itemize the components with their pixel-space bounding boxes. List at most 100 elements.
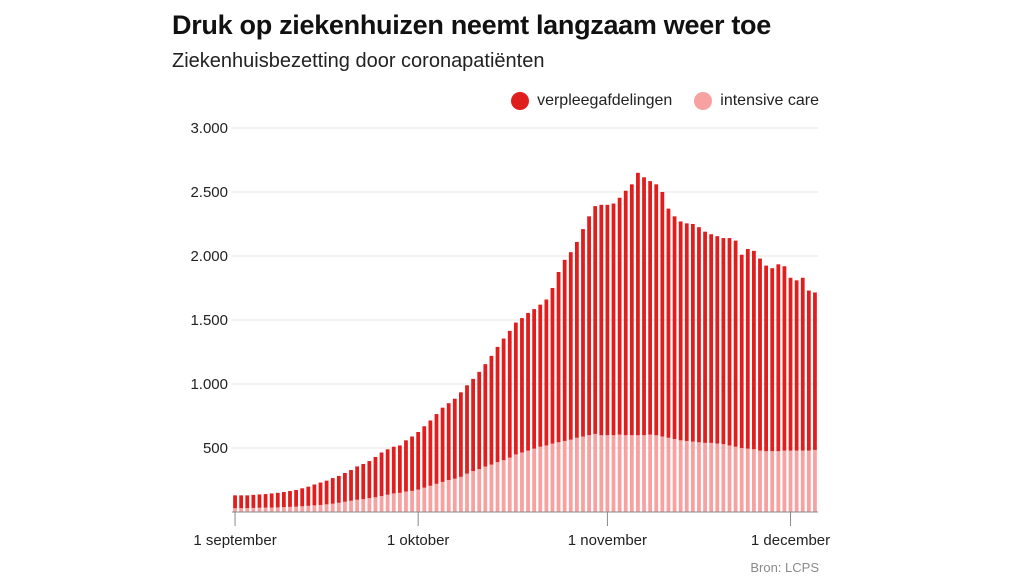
bar-intensive-care <box>520 452 524 512</box>
bar-intensive-care <box>379 496 384 512</box>
bar-intensive-care <box>709 442 714 512</box>
bar-intensive-care <box>666 437 671 512</box>
bar-intensive-care <box>581 436 585 512</box>
bar-intensive-care <box>281 507 286 512</box>
bar-verpleegafdelingen <box>379 452 384 496</box>
bar-intensive-care <box>385 494 390 512</box>
bar-intensive-care <box>349 500 353 512</box>
bar-intensive-care <box>648 434 653 512</box>
bar-verpleegafdelingen <box>794 280 799 451</box>
bar-intensive-care <box>471 471 475 512</box>
bar-intensive-care <box>269 507 274 512</box>
bar-verpleegafdelingen <box>727 238 732 446</box>
bar-intensive-care <box>562 440 567 512</box>
bar-intensive-care <box>568 439 573 512</box>
source-note: Bron: LCPS <box>750 560 819 575</box>
bar-verpleegafdelingen <box>581 229 585 437</box>
legend-label-intensive-care: intensive care <box>720 92 819 109</box>
bar-intensive-care <box>733 446 738 512</box>
bar-intensive-care <box>806 450 811 512</box>
bar-intensive-care <box>617 434 622 512</box>
bar-intensive-care <box>477 469 482 512</box>
bar-verpleegafdelingen <box>257 494 262 508</box>
bar-intensive-care <box>532 448 537 512</box>
bar-intensive-care <box>446 480 451 512</box>
bar-verpleegafdelingen <box>629 184 634 436</box>
bar-verpleegafdelingen <box>709 234 714 443</box>
bar-verpleegafdelingen <box>385 449 390 495</box>
bar-intensive-care <box>721 444 726 512</box>
bar-intensive-care <box>459 476 463 512</box>
bar-intensive-care <box>300 506 305 512</box>
bar-intensive-care <box>538 446 543 512</box>
bar-verpleegafdelingen <box>483 364 488 467</box>
bar-verpleegafdelingen <box>556 272 561 443</box>
bar-verpleegafdelingen <box>636 172 640 436</box>
bar-verpleegafdelingen <box>715 236 720 444</box>
x-tick-label: 1 september <box>193 532 276 549</box>
bar-verpleegafdelingen <box>312 484 317 506</box>
bar-verpleegafdelingen <box>495 346 500 463</box>
bar-verpleegafdelingen <box>526 312 530 451</box>
bar-intensive-care <box>752 449 756 512</box>
bar-intensive-care <box>263 507 268 512</box>
bar-intensive-care <box>422 487 427 512</box>
bar-verpleegafdelingen <box>721 238 726 445</box>
bar-verpleegafdelingen <box>349 470 353 501</box>
bar-intensive-care <box>440 481 445 512</box>
bar-intensive-care <box>550 443 555 512</box>
bar-verpleegafdelingen <box>568 252 573 440</box>
bar-intensive-care <box>660 436 665 512</box>
bar-verpleegafdelingen <box>391 446 396 494</box>
bar-intensive-care <box>343 501 347 512</box>
bar-intensive-care <box>684 440 689 512</box>
bar-intensive-care <box>312 505 317 512</box>
bar-verpleegafdelingen <box>599 204 604 436</box>
bar-intensive-care <box>544 445 549 512</box>
bar-verpleegafdelingen <box>782 266 787 451</box>
bar-verpleegafdelingen <box>532 309 537 449</box>
bar-verpleegafdelingen <box>611 203 616 436</box>
bar-verpleegafdelingen <box>813 292 817 450</box>
bar-intensive-care <box>739 448 744 512</box>
legend-item-verpleegafdelingen: verpleegafdelingen <box>511 92 672 110</box>
bar-intensive-care <box>623 435 628 512</box>
bar-intensive-care <box>678 440 683 512</box>
bar-intensive-care <box>556 442 561 512</box>
bar-intensive-care <box>574 437 579 512</box>
bar-intensive-care <box>495 462 500 512</box>
bar-verpleegafdelingen <box>422 426 427 488</box>
bar-verpleegafdelingen <box>330 478 335 504</box>
bar-verpleegafdelingen <box>373 456 378 498</box>
bar-intensive-care <box>324 504 329 512</box>
bar-intensive-care <box>764 451 768 512</box>
y-tick-label: 3.000 <box>190 120 228 137</box>
bar-verpleegafdelingen <box>233 495 237 509</box>
bar-verpleegafdelingen <box>275 492 280 508</box>
bar-intensive-care <box>233 508 237 512</box>
bar-verpleegafdelingen <box>745 248 750 449</box>
bar-intensive-care <box>745 448 750 512</box>
bar-intensive-care <box>782 450 787 512</box>
y-tick-label: 2.500 <box>190 184 228 201</box>
bar-verpleegafdelingen <box>623 190 628 436</box>
bar-intensive-care <box>800 450 805 512</box>
bar-verpleegafdelingen <box>574 241 579 438</box>
bar-verpleegafdelingen <box>434 414 439 484</box>
bar-intensive-care <box>318 504 323 512</box>
bar-verpleegafdelingen <box>593 206 598 434</box>
bar-intensive-care <box>770 451 775 512</box>
bar-intensive-care <box>703 442 707 512</box>
bar-intensive-care <box>452 478 457 512</box>
bar-verpleegafdelingen <box>501 338 506 461</box>
bar-verpleegafdelingen <box>739 254 744 448</box>
bar-intensive-care <box>404 491 408 512</box>
chart-title: Druk op ziekenhuizen neemt langzaam weer… <box>172 10 771 40</box>
legend: verpleegafdelingen intensive care <box>511 92 819 110</box>
bar-verpleegafdelingen <box>703 231 707 443</box>
bar-verpleegafdelingen <box>806 290 811 451</box>
bar-verpleegafdelingen <box>690 224 695 442</box>
bar-verpleegafdelingen <box>294 489 298 507</box>
bar-verpleegafdelingen <box>758 258 762 451</box>
